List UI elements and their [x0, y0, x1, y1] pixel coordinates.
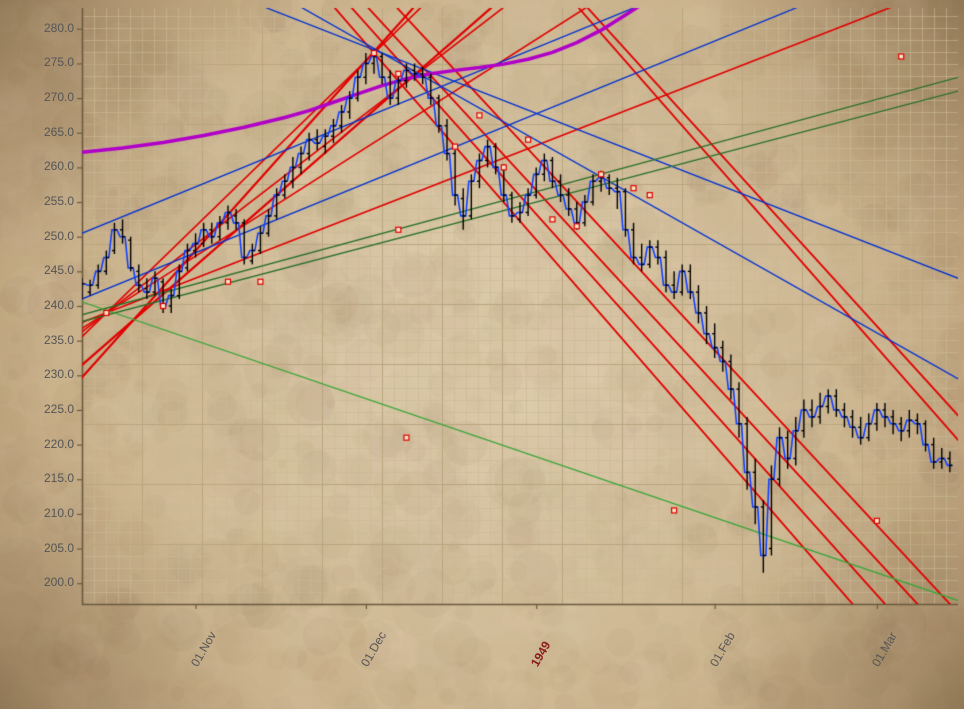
y-tick-label: 270.0: [30, 90, 74, 104]
y-tick-label: 275.0: [30, 55, 74, 69]
y-tick-label: 280.0: [30, 21, 74, 35]
y-tick-label: 230.0: [30, 367, 74, 381]
y-tick-label: 205.0: [30, 541, 74, 555]
y-tick-label: 255.0: [30, 194, 74, 208]
y-tick-label: 265.0: [30, 125, 74, 139]
y-tick-label: 210.0: [30, 506, 74, 520]
y-tick-label: 250.0: [30, 229, 74, 243]
y-tick-label: 260.0: [30, 159, 74, 173]
y-tick-label: 220.0: [30, 437, 74, 451]
y-tick-label: 240.0: [30, 298, 74, 312]
y-tick-label: 215.0: [30, 471, 74, 485]
y-tick-label: 200.0: [30, 575, 74, 589]
chart-container: 200.0 205.0 210.0 215.0 220.0 225.0 230.0 235.0…: [0, 0, 964, 709]
y-tick-label: 225.0: [30, 402, 74, 416]
price-chart-canvas: [0, 0, 964, 709]
y-tick-label: 235.0: [30, 333, 74, 347]
y-tick-label: 245.0: [30, 263, 74, 277]
